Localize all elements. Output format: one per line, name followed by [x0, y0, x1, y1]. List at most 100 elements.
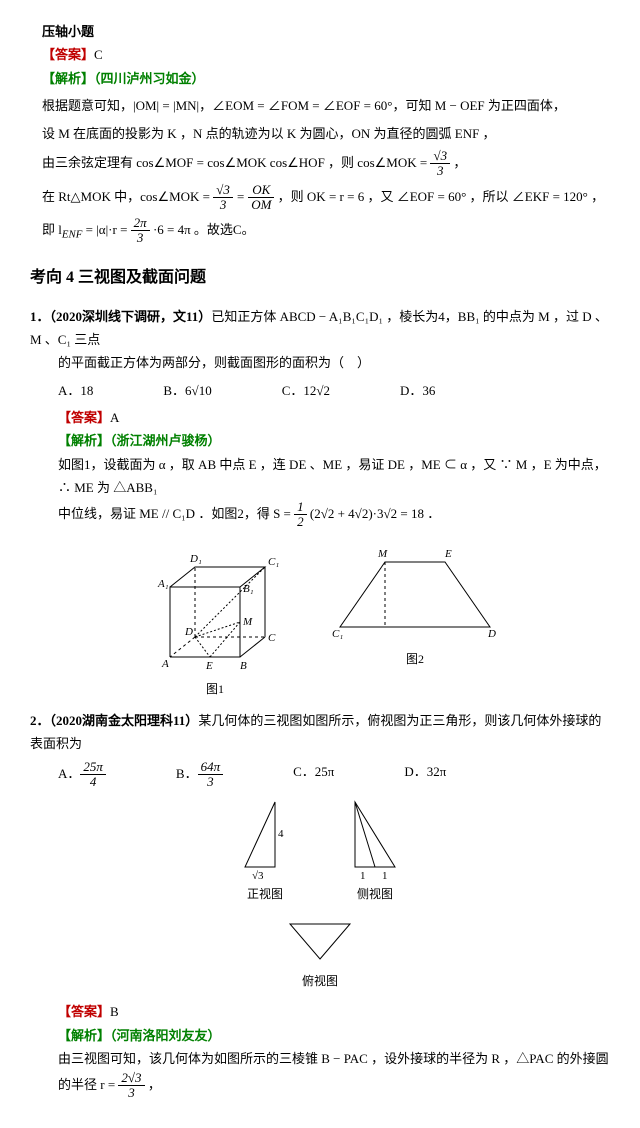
q1-num: 1．: [30, 309, 50, 324]
top-p3a: 由三余弦定理有 cos∠MOF = cos∠MOK cos∠HOF ，则 cos…: [42, 155, 430, 170]
q2-optA: A．25π4: [58, 760, 106, 790]
q1-options: A．18 B．6√10 C．12√2 D．36: [58, 379, 610, 402]
q2-views-row2: 俯视图: [30, 914, 610, 993]
figure-2: M E C₁ D 图2: [330, 537, 500, 701]
q2-exp1: 由三视图可知，该几何体为如图所示的三棱锥 B − PAC ，设外接球的半径为 R…: [58, 1047, 610, 1100]
lbl-A: A: [161, 658, 169, 670]
fig1-label: 图1: [140, 679, 290, 701]
q1-src: （2020深圳线下调研，文11）: [50, 309, 212, 324]
top-p5c: ·6 = 4π 。故选C。: [153, 222, 255, 237]
q2-ans-val: B: [110, 1004, 119, 1019]
q2-src: （2020湖南金太阳理科11）: [50, 713, 199, 728]
top-p4a: 在 Rt△MOK 中，cos∠MOK =: [42, 188, 213, 203]
cube-svg: D₁ C₁ A₁ B₁ D C A B E M: [140, 537, 290, 677]
q1-exp-label: 【解析】: [58, 433, 110, 448]
q2-stem: 2．（2020湖南金太阳理科11）某几何体的三视图如图所示，俯视图为正三角形，则…: [30, 709, 610, 756]
ans-label: 【答案】: [42, 47, 94, 62]
topblock-answer: 【答案】C: [42, 43, 610, 66]
exp-label: 【解析】: [42, 71, 94, 86]
dim-1b: 1: [382, 870, 388, 882]
q2-exp-src: 【解析】（河南洛阳刘友友）: [58, 1024, 610, 1047]
q2-optB-b: 3: [198, 775, 224, 789]
question-2: 2．（2020湖南金太阳理科11）某几何体的三视图如图所示，俯视图为正三角形，则…: [30, 709, 610, 1100]
side-view: 1 1 侧视图: [340, 797, 410, 906]
topblock: 压轴小题 【答案】C 【解析】（四川泸州习如金） 根据题意可知，|OM| = |…: [30, 20, 610, 246]
section-heading: 考向 4 三视图及截面问题: [30, 264, 610, 293]
trap-svg: M E C₁ D: [330, 537, 500, 647]
frac-ok-om: OKOM: [248, 183, 274, 213]
q1-exp-src: 【解析】（浙江湖州卢骏杨）: [58, 429, 610, 452]
q2-optB: B．64π3: [176, 760, 223, 790]
frac-sqrt3-3: √33: [430, 149, 450, 179]
eq-okom: =: [236, 188, 248, 203]
q2-optC: C．25π: [293, 760, 334, 790]
q2-exp1b: ，: [148, 1076, 161, 1091]
lbl-B: B: [240, 660, 247, 672]
q1-stem2: 的平面截正方体为两部分，则截面图形的面积为（ ）: [58, 351, 610, 374]
frac-1-2: 12: [294, 500, 307, 530]
top-p5b: = |α|·r =: [86, 222, 131, 237]
q2-exp-label: 【解析】: [58, 1028, 110, 1043]
q1-ans-label: 【答案】: [58, 410, 110, 425]
top-p3: 由三余弦定理有 cos∠MOF = cos∠MOK cos∠HOF ，则 cos…: [42, 149, 610, 179]
top-svg: [280, 914, 360, 969]
q1-exp2a: 中位线，易证 ME // C₁D ．如图2，得 S =: [58, 505, 294, 520]
q2-optB-lbl: B．: [176, 765, 198, 780]
front-view: 4 √3 正视图: [230, 797, 300, 906]
q1-stem: 1．（2020深圳线下调研，文11）已知正方体 ABCD − A₁B₁C₁D₁ …: [30, 305, 610, 352]
q1-exp2: 中位线，易证 ME // C₁D ．如图2，得 S = 12 (2√2 + 4√…: [58, 500, 610, 530]
lbl-tE: E: [444, 548, 452, 560]
dim-sqrt3: √3: [252, 870, 264, 882]
lbl-C1: C₁: [268, 556, 279, 568]
q1-exp-src-txt: （浙江湖州卢骏杨）: [110, 433, 221, 448]
q2-optA-lbl: A．: [58, 765, 80, 780]
side-label: 侧视图: [340, 884, 410, 906]
top-p5: 即 lENF = |α|·r = 2π3 ·6 = 4π 。故选C。: [42, 216, 610, 246]
q2-ans-label: 【答案】: [58, 1004, 110, 1019]
topblock-title: 压轴小题: [42, 20, 610, 43]
q1-figures: D₁ C₁ A₁ B₁ D C A B E M 图1: [30, 537, 610, 701]
frac-2sqrt3-3: 2√33: [118, 1071, 144, 1101]
q2-optD: D．32π: [404, 760, 446, 790]
top-p5sub: ENF: [62, 229, 82, 241]
figure-1: D₁ C₁ A₁ B₁ D C A B E M 图1: [140, 537, 290, 701]
lbl-D1: D₁: [189, 553, 202, 565]
q2-views-row1: 4 √3 正视图 1 1 侧视图: [30, 797, 610, 906]
question-1: 1．（2020深圳线下调研，文11）已知正方体 ABCD − A₁B₁C₁D₁ …: [30, 305, 610, 701]
top-p4b: ，则 OK = r = 6 ，又 ∠EOF = 60° ，所以 ∠EKF = 1…: [278, 188, 604, 203]
exp-src: （四川泸州习如金）: [94, 71, 205, 86]
lbl-tM: M: [377, 548, 388, 560]
lbl-E: E: [205, 660, 213, 672]
q2-optA-b: 4: [80, 775, 106, 789]
q1-answer: 【答案】A: [58, 406, 610, 429]
frac-sqrt3-3-b: √33: [213, 183, 233, 213]
lbl-C: C: [268, 632, 276, 644]
q2-optA-frac: 25π4: [80, 760, 106, 790]
lbl-A1: A₁: [157, 578, 169, 590]
top-p2: 设 M 在底面的投影为 K ，N 点的轨迹为以 K 为圆心，ON 为直径的圆弧 …: [42, 122, 610, 145]
lbl-D: D: [184, 626, 193, 638]
q1-optC: C．12√2: [282, 379, 330, 402]
q2-answer: 【答案】B: [58, 1000, 610, 1023]
top-p4: 在 Rt△MOK 中，cos∠MOK = √33 = OKOM ，则 OK = …: [42, 183, 610, 213]
q2-optA-t: 25π: [80, 760, 106, 775]
q2-optB-frac: 64π3: [198, 760, 224, 790]
q1-ans-val: A: [110, 410, 119, 425]
dim-1a: 1: [360, 870, 366, 882]
lbl-tD: D: [487, 628, 496, 640]
q2-options: A．25π4 B．64π3 C．25π D．32π: [58, 760, 610, 790]
lbl-tC1: C₁: [332, 628, 343, 640]
topblock-explain-src: 【解析】（四川泸州习如金）: [42, 67, 610, 90]
q2-exp-src-txt: （河南洛阳刘友友）: [110, 1028, 221, 1043]
top-label: 俯视图: [280, 971, 360, 993]
top-p5a: 即 l: [42, 222, 62, 237]
lbl-M: M: [242, 616, 253, 628]
q1-optD: D．36: [400, 379, 435, 402]
q1-optA: A．18: [58, 379, 93, 402]
ans-val: C: [94, 47, 103, 62]
front-label: 正视图: [230, 884, 300, 906]
front-svg: 4 √3: [230, 797, 300, 882]
fig2-label: 图2: [330, 649, 500, 671]
q1-optB: B．6√10: [163, 379, 211, 402]
q1-exp1: 如图1，设截面为 α ，取 AB 中点 E ，连 DE 、ME ，易证 DE ，…: [58, 453, 610, 500]
